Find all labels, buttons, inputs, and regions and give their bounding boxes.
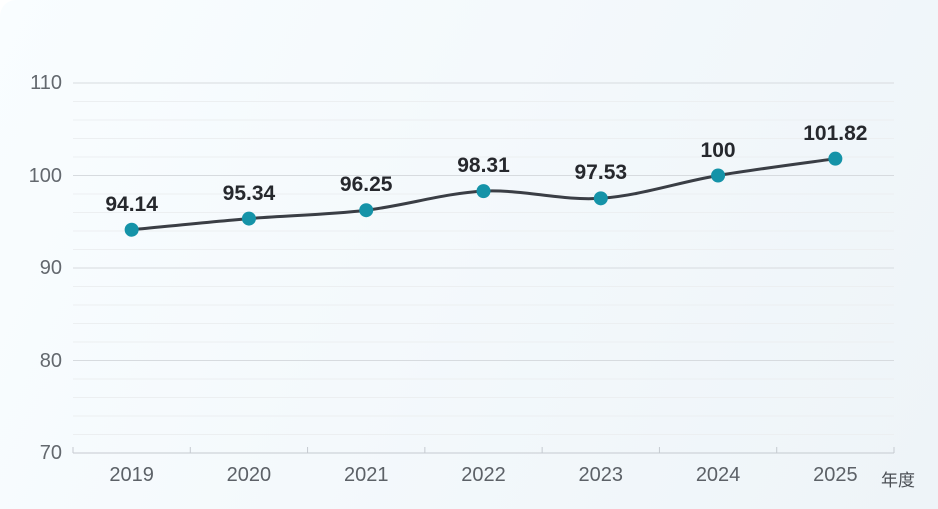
x-axis-tick-label: 2019 bbox=[109, 464, 154, 486]
data-point-marker[interactable] bbox=[476, 184, 491, 199]
y-axis-tick-label: 80 bbox=[39, 349, 62, 372]
data-point-marker[interactable] bbox=[241, 211, 256, 226]
x-axis-tick-label: 2025 bbox=[813, 464, 858, 486]
data-point-marker[interactable] bbox=[124, 222, 139, 237]
data-point-marker[interactable] bbox=[711, 168, 726, 183]
data-point-label: 95.34 bbox=[222, 181, 276, 205]
data-point-label: 98.31 bbox=[457, 154, 510, 178]
data-point-label: 97.53 bbox=[574, 161, 628, 185]
y-axis-tick-label: 110 bbox=[30, 72, 62, 94]
x-axis-tick-label: 2022 bbox=[461, 464, 506, 486]
x-axis-title: 年度 bbox=[881, 471, 915, 490]
data-point-label: 101.82 bbox=[803, 121, 868, 145]
x-axis-tick-label: 2023 bbox=[578, 464, 624, 486]
data-point-marker[interactable] bbox=[828, 151, 843, 166]
data-point-label: 94.14 bbox=[105, 192, 158, 216]
data-point-marker[interactable] bbox=[359, 203, 374, 218]
y-axis-tick-label: 90 bbox=[39, 257, 62, 279]
y-axis-tick-label: 100 bbox=[28, 164, 62, 187]
data-point-label: 100 bbox=[700, 138, 736, 162]
data-point-label: 96.25 bbox=[339, 173, 393, 197]
x-axis-tick-label: 2020 bbox=[226, 464, 272, 486]
y-axis-tick-label: 70 bbox=[39, 442, 62, 464]
x-axis-tick-label: 2021 bbox=[343, 464, 389, 486]
data-point-marker[interactable] bbox=[593, 191, 608, 206]
x-axis-tick-label: 2024 bbox=[695, 464, 741, 486]
